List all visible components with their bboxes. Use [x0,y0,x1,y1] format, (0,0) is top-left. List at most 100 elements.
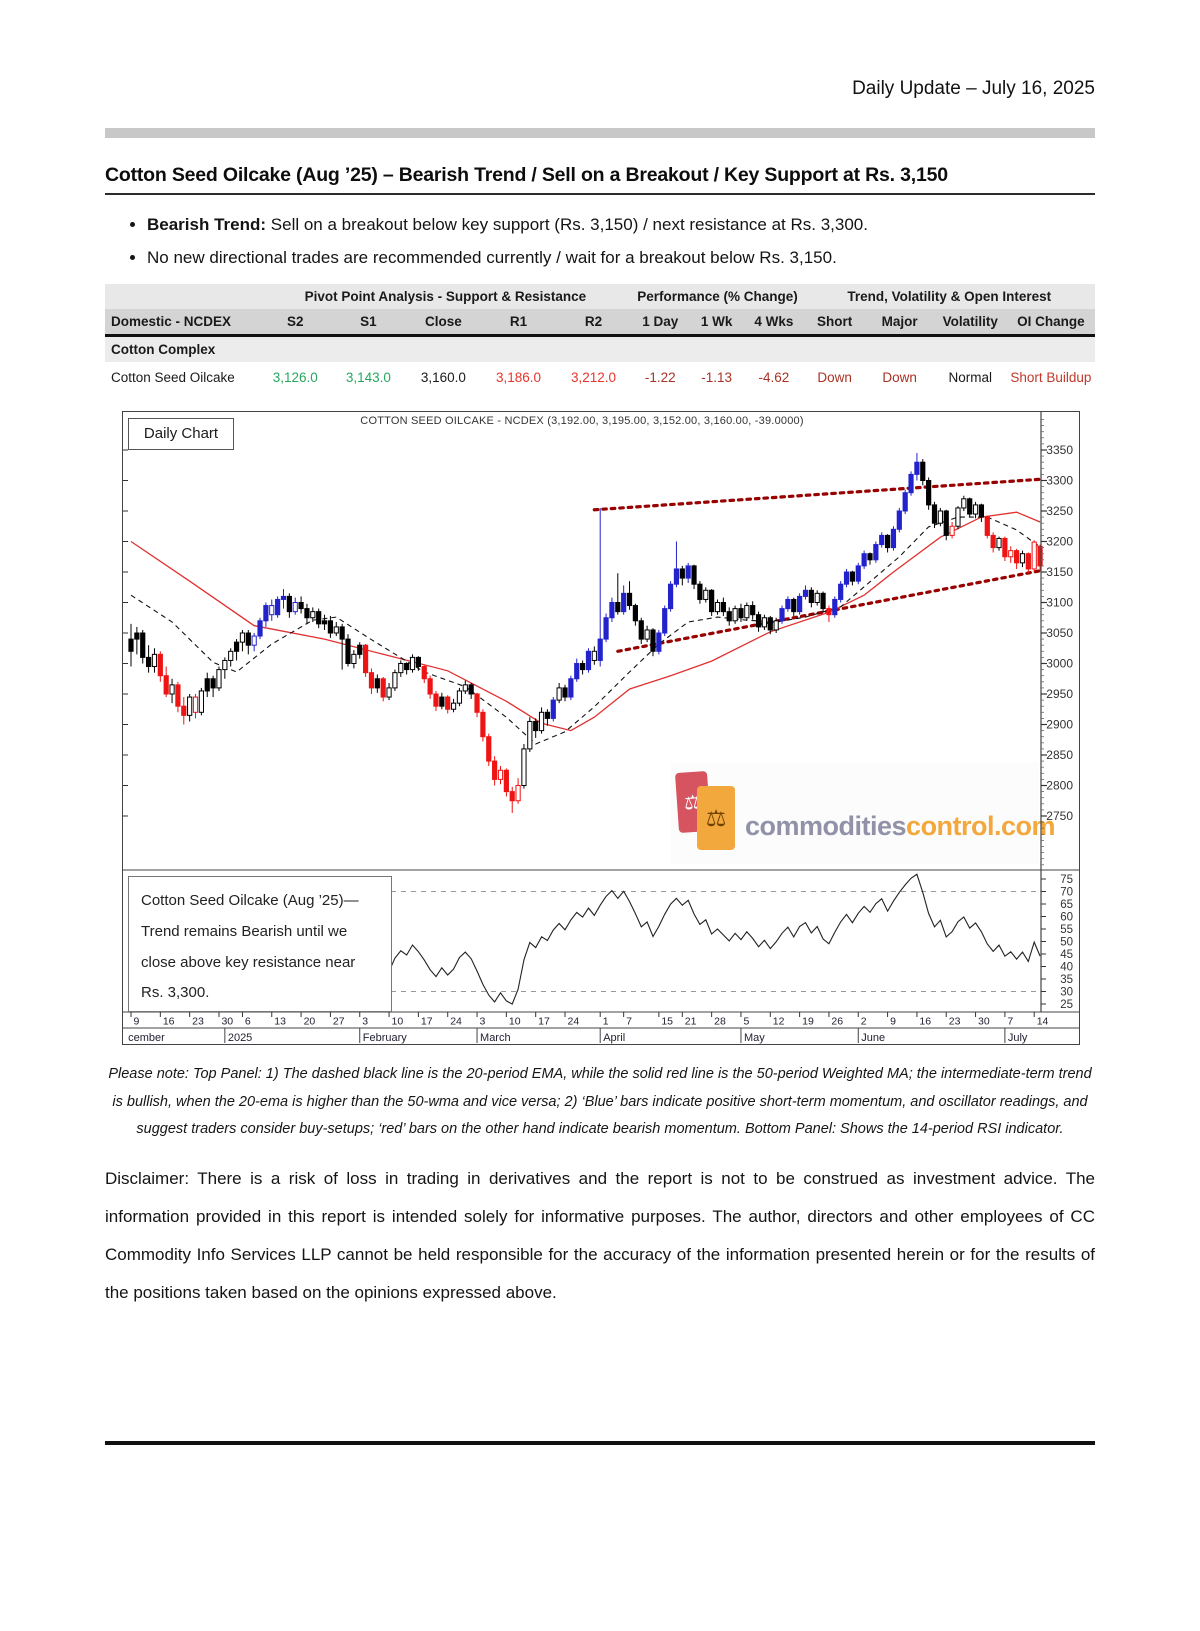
svg-text:40: 40 [1060,962,1073,974]
chart-annotation-box: Cotton Seed Oilcake (Aug ’25)— Trend rem… [128,876,392,1012]
cell-short-trend: Down [803,362,866,391]
report-page: Daily Update – July 16, 2025 Cotton Seed… [0,78,1200,1445]
header-divider [105,128,1095,138]
svg-text:7: 7 [626,1016,632,1028]
svg-text:45: 45 [1060,949,1073,961]
svg-text:1: 1 [603,1016,609,1028]
svg-text:15: 15 [661,1016,673,1028]
col-1day: 1 Day [631,309,689,337]
svg-text:10: 10 [392,1016,404,1028]
bullet-item-2: No new directional trades are recommende… [147,248,1095,268]
bullet-text: Sell on a breakout below key support (Rs… [270,215,868,234]
svg-text:35: 35 [1060,974,1073,986]
svg-text:2: 2 [861,1016,867,1028]
header-date-title: Daily Update – July 16, 2025 [852,78,1095,99]
col-short: Short [803,309,866,337]
chart-panel-label: Daily Chart [128,418,234,450]
watermark-logo: ⚖ ⚖ [674,770,743,856]
table-group-header-row: Pivot Point Analysis - Support & Resista… [105,284,1095,309]
cell-close: 3,160.0 [405,362,482,391]
scales-icon: ⚖ [697,786,735,850]
svg-text:3000: 3000 [1046,657,1073,671]
svg-text:5: 5 [743,1016,749,1028]
svg-text:6: 6 [245,1016,251,1028]
daily-chart: ⚖ ⚖ commoditiescontrol.com 2750 2800 2850 2… [122,411,1080,1045]
group-header-pivot: Pivot Point Analysis - Support & Resista… [259,284,632,309]
bullet-lead: Bearish Trend: [147,215,267,234]
svg-text:March: March [480,1032,511,1044]
svg-text:12: 12 [773,1016,785,1028]
cell-major-trend: Down [865,362,934,391]
svg-text:19: 19 [802,1016,814,1028]
svg-text:9: 9 [890,1016,896,1028]
svg-text:3200: 3200 [1046,535,1073,549]
svg-text:13: 13 [274,1016,286,1028]
svg-text:20: 20 [304,1016,316,1028]
svg-text:3: 3 [480,1016,486,1028]
cell-name: Cotton Seed Oilcake [105,362,260,391]
cell-oi-change: Short Buildup [1006,362,1095,391]
svg-text:3250: 3250 [1046,504,1073,518]
cell-1wk: -1.13 [688,362,745,391]
svg-text:2850: 2850 [1046,748,1073,762]
cell-1day: -1.22 [631,362,689,391]
page-header: Daily Update – July 16, 2025 [105,78,1095,100]
svg-text:2800: 2800 [1046,779,1073,793]
col-s1: S1 [331,309,406,337]
col-close: Close [405,309,482,337]
svg-text:3350: 3350 [1046,443,1073,457]
svg-text:30: 30 [978,1016,990,1028]
svg-text:60: 60 [1060,912,1073,924]
svg-text:3300: 3300 [1046,474,1073,488]
bottom-rule [105,1440,1095,1445]
group-header-performance: Performance (% Change) [631,284,804,309]
summary-bullets: Bearish Trend: Sell on a breakout below … [147,215,1095,268]
svg-text:28: 28 [714,1016,726,1028]
col-r1: R1 [481,309,556,337]
svg-text:3050: 3050 [1046,626,1073,640]
cell-r1: 3,186.0 [481,362,556,391]
svg-text:February: February [363,1032,408,1044]
svg-text:75: 75 [1060,874,1073,886]
svg-text:3100: 3100 [1046,596,1073,610]
svg-text:17: 17 [421,1016,433,1028]
table-row: Cotton Seed Oilcake 3,126.0 3,143.0 3,16… [105,362,1095,391]
col-4wks: 4 Wks [744,309,804,337]
col-major: Major [865,309,934,337]
svg-text:23: 23 [949,1016,961,1028]
col-domestic-ncdex: Domestic - NCDEX [105,309,260,337]
group-header-trend: Trend, Volatility & Open Interest [803,284,1095,309]
svg-text:3150: 3150 [1046,565,1073,579]
svg-text:3: 3 [362,1016,368,1028]
svg-text:25: 25 [1060,999,1073,1011]
group-header-empty [105,284,260,309]
svg-text:10: 10 [509,1016,521,1028]
svg-text:21: 21 [685,1016,697,1028]
disclaimer: Disclaimer: There is a risk of loss in t… [105,1168,1095,1303]
table-section-row: Cotton Complex [105,335,1095,362]
chart-note: Please note: Top Panel: 1) The dashed bl… [108,1066,1092,1138]
section-label: Cotton Complex [105,335,1095,362]
cell-4wks: -4.62 [744,362,804,391]
svg-text:24: 24 [568,1016,580,1028]
svg-text:May: May [744,1032,765,1044]
svg-text:April: April [603,1032,625,1044]
cell-s1: 3,143.0 [331,362,406,391]
svg-text:26: 26 [831,1016,843,1028]
svg-text:9: 9 [134,1016,140,1028]
svg-text:cember: cember [128,1032,165,1044]
svg-text:June: June [861,1032,885,1044]
svg-text:27: 27 [333,1016,345,1028]
watermark: ⚖ ⚖ commoditiescontrol.com [671,762,1056,864]
svg-text:24: 24 [450,1016,462,1028]
table-column-header-row: Domestic - NCDEX S2 S1 Close R1 R2 1 Day… [105,309,1095,337]
col-s2: S2 [259,309,332,337]
svg-text:2025: 2025 [228,1032,252,1044]
col-oi-change: OI Change [1006,309,1095,337]
svg-text:70: 70 [1060,887,1073,899]
svg-text:55: 55 [1060,924,1073,936]
cell-volatility: Normal [933,362,1007,391]
chart-title: COTTON SEED OILCAKE - NCDEX (3,192.00, 3… [360,415,804,427]
col-1wk: 1 Wk [688,309,745,337]
svg-text:2750: 2750 [1046,809,1073,823]
